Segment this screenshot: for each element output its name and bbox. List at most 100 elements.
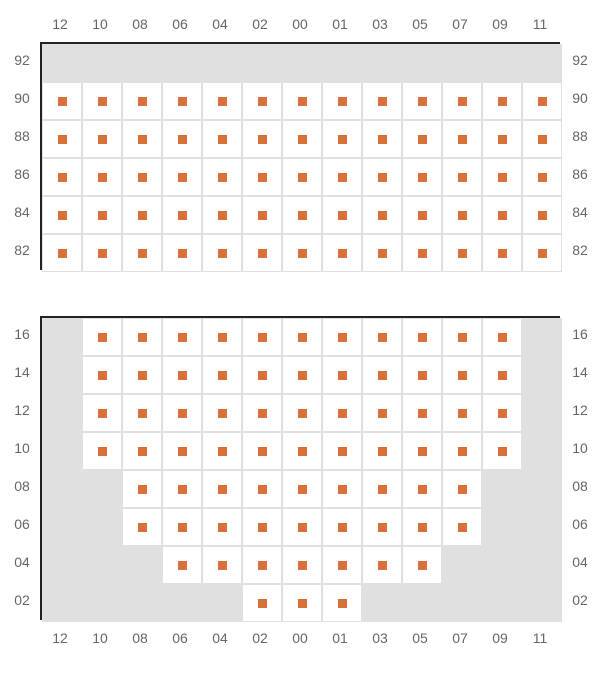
seat-cell[interactable] bbox=[322, 196, 362, 234]
seat-cell[interactable] bbox=[202, 432, 242, 470]
seat-cell[interactable] bbox=[202, 394, 242, 432]
seat-cell[interactable] bbox=[162, 120, 202, 158]
seat-cell[interactable] bbox=[362, 318, 402, 356]
seat-cell[interactable] bbox=[402, 82, 442, 120]
seat-cell[interactable] bbox=[242, 120, 282, 158]
seat-cell[interactable] bbox=[122, 394, 162, 432]
seat-cell[interactable] bbox=[122, 196, 162, 234]
seat-cell[interactable] bbox=[82, 432, 122, 470]
seat-cell[interactable] bbox=[362, 158, 402, 196]
seat-cell[interactable] bbox=[242, 234, 282, 272]
seat-cell[interactable] bbox=[122, 234, 162, 272]
seat-cell[interactable] bbox=[322, 120, 362, 158]
seat-cell[interactable] bbox=[482, 234, 522, 272]
seat-cell[interactable] bbox=[202, 120, 242, 158]
seat-cell[interactable] bbox=[402, 546, 442, 584]
seat-cell[interactable] bbox=[42, 82, 82, 120]
seat-cell[interactable] bbox=[82, 394, 122, 432]
seat-cell[interactable] bbox=[282, 234, 322, 272]
seat-cell[interactable] bbox=[442, 318, 482, 356]
seat-cell[interactable] bbox=[242, 546, 282, 584]
seat-cell[interactable] bbox=[202, 82, 242, 120]
seat-cell[interactable] bbox=[242, 318, 282, 356]
seat-cell[interactable] bbox=[322, 394, 362, 432]
seat-cell[interactable] bbox=[162, 470, 202, 508]
seat-cell[interactable] bbox=[442, 82, 482, 120]
seat-cell[interactable] bbox=[202, 318, 242, 356]
seat-cell[interactable] bbox=[322, 318, 362, 356]
seat-cell[interactable] bbox=[162, 158, 202, 196]
seat-cell[interactable] bbox=[322, 234, 362, 272]
seat-cell[interactable] bbox=[162, 432, 202, 470]
seat-cell[interactable] bbox=[482, 120, 522, 158]
seat-cell[interactable] bbox=[322, 470, 362, 508]
seat-cell[interactable] bbox=[362, 120, 402, 158]
seat-cell[interactable] bbox=[242, 82, 282, 120]
seat-cell[interactable] bbox=[402, 394, 442, 432]
seat-cell[interactable] bbox=[202, 546, 242, 584]
seat-cell[interactable] bbox=[82, 318, 122, 356]
seat-cell[interactable] bbox=[442, 234, 482, 272]
seat-cell[interactable] bbox=[122, 120, 162, 158]
seat-cell[interactable] bbox=[242, 508, 282, 546]
seat-cell[interactable] bbox=[42, 196, 82, 234]
seat-cell[interactable] bbox=[282, 158, 322, 196]
seat-cell[interactable] bbox=[442, 508, 482, 546]
seat-cell[interactable] bbox=[442, 158, 482, 196]
seat-cell[interactable] bbox=[202, 470, 242, 508]
seat-cell[interactable] bbox=[282, 356, 322, 394]
seat-cell[interactable] bbox=[122, 82, 162, 120]
seat-cell[interactable] bbox=[362, 432, 402, 470]
seat-cell[interactable] bbox=[122, 158, 162, 196]
seat-cell[interactable] bbox=[242, 470, 282, 508]
seat-cell[interactable] bbox=[122, 318, 162, 356]
seat-cell[interactable] bbox=[482, 432, 522, 470]
seat-cell[interactable] bbox=[42, 158, 82, 196]
seat-cell[interactable] bbox=[162, 394, 202, 432]
seat-cell[interactable] bbox=[322, 356, 362, 394]
seat-cell[interactable] bbox=[42, 234, 82, 272]
seat-cell[interactable] bbox=[522, 120, 562, 158]
seat-cell[interactable] bbox=[202, 196, 242, 234]
seat-cell[interactable] bbox=[322, 432, 362, 470]
seat-cell[interactable] bbox=[162, 318, 202, 356]
seat-cell[interactable] bbox=[482, 196, 522, 234]
seat-cell[interactable] bbox=[322, 158, 362, 196]
seat-cell[interactable] bbox=[442, 432, 482, 470]
seat-cell[interactable] bbox=[362, 546, 402, 584]
seat-cell[interactable] bbox=[362, 394, 402, 432]
seat-cell[interactable] bbox=[402, 234, 442, 272]
seat-cell[interactable] bbox=[242, 394, 282, 432]
seat-cell[interactable] bbox=[322, 508, 362, 546]
seat-cell[interactable] bbox=[82, 82, 122, 120]
seat-cell[interactable] bbox=[482, 394, 522, 432]
seat-cell[interactable] bbox=[122, 432, 162, 470]
seat-cell[interactable] bbox=[162, 234, 202, 272]
seat-cell[interactable] bbox=[362, 234, 402, 272]
seat-cell[interactable] bbox=[482, 356, 522, 394]
seat-cell[interactable] bbox=[282, 508, 322, 546]
seat-cell[interactable] bbox=[242, 158, 282, 196]
seat-cell[interactable] bbox=[202, 158, 242, 196]
seat-cell[interactable] bbox=[402, 318, 442, 356]
seat-cell[interactable] bbox=[482, 158, 522, 196]
seat-cell[interactable] bbox=[362, 196, 402, 234]
seat-cell[interactable] bbox=[282, 432, 322, 470]
seat-cell[interactable] bbox=[522, 196, 562, 234]
seat-cell[interactable] bbox=[522, 158, 562, 196]
seat-cell[interactable] bbox=[82, 234, 122, 272]
seat-cell[interactable] bbox=[282, 470, 322, 508]
seat-cell[interactable] bbox=[362, 470, 402, 508]
seat-cell[interactable] bbox=[522, 82, 562, 120]
seat-cell[interactable] bbox=[402, 432, 442, 470]
seat-cell[interactable] bbox=[282, 394, 322, 432]
seat-cell[interactable] bbox=[442, 120, 482, 158]
seat-cell[interactable] bbox=[162, 82, 202, 120]
seat-cell[interactable] bbox=[242, 356, 282, 394]
seat-cell[interactable] bbox=[162, 508, 202, 546]
seat-cell[interactable] bbox=[122, 470, 162, 508]
seat-cell[interactable] bbox=[282, 546, 322, 584]
seat-cell[interactable] bbox=[442, 196, 482, 234]
seat-cell[interactable] bbox=[162, 196, 202, 234]
seat-cell[interactable] bbox=[122, 508, 162, 546]
